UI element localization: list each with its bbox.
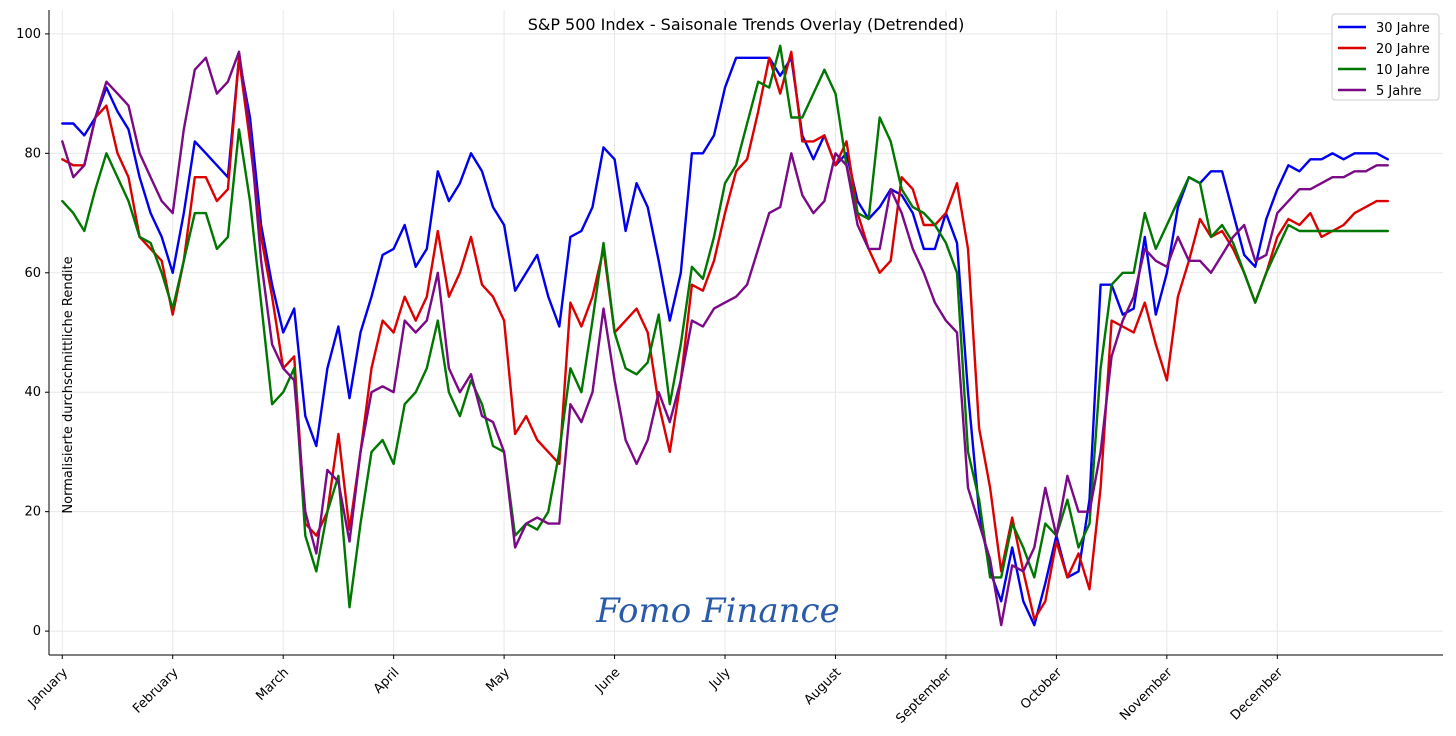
x-tick-label-july: July — [706, 665, 734, 693]
chart-title: S&P 500 Index - Saisonale Trends Overlay… — [528, 15, 965, 34]
x-tick-label-march: March — [253, 665, 292, 704]
x-tick-label-february: February — [130, 665, 182, 717]
legend-label-20-jahre: 20 Jahre — [1376, 42, 1430, 57]
series-line-30-jahre — [61, 56, 1390, 627]
y-tick-label: 20 — [24, 505, 41, 520]
watermark-fomo-finance: Fomo Finance — [595, 591, 839, 631]
y-tick-label: 80 — [24, 146, 41, 161]
legend-label-10-jahre: 10 Jahre — [1376, 63, 1430, 78]
x-tick-label-may: May — [483, 665, 513, 695]
legend-label-5-jahre: 5 Jahre — [1376, 84, 1422, 99]
x-tick-label-august: August — [802, 665, 845, 708]
x-tick-label-january: January — [25, 665, 71, 711]
series-line-5-jahre — [61, 50, 1390, 627]
y-tick-label: 40 — [24, 385, 41, 400]
legend: 30 Jahre 20 Jahre 10 Jahre 5 Jahre — [1331, 13, 1440, 101]
legend-label-30-jahre: 30 Jahre — [1376, 21, 1430, 36]
series-line-10-jahre — [61, 44, 1390, 609]
y-axis-label: Normalisierte durchschnittliche Rendite — [61, 256, 76, 513]
x-tick-label-october: October — [1018, 665, 1066, 713]
x-tick-label-november: November — [1117, 665, 1176, 724]
y-tick-label: 0 — [33, 624, 41, 639]
series-layer — [61, 44, 1390, 627]
x-tick-label-april: April — [371, 665, 403, 697]
legend-box — [1331, 13, 1440, 101]
x-tick-label-december: December — [1228, 665, 1287, 724]
x-tick-label-june: June — [592, 665, 623, 696]
y-tick-label: 100 — [16, 27, 41, 42]
y-tick-label: 60 — [24, 266, 41, 281]
grid-layer — [49, 10, 1443, 655]
x-tick-label-september: September — [893, 665, 955, 727]
